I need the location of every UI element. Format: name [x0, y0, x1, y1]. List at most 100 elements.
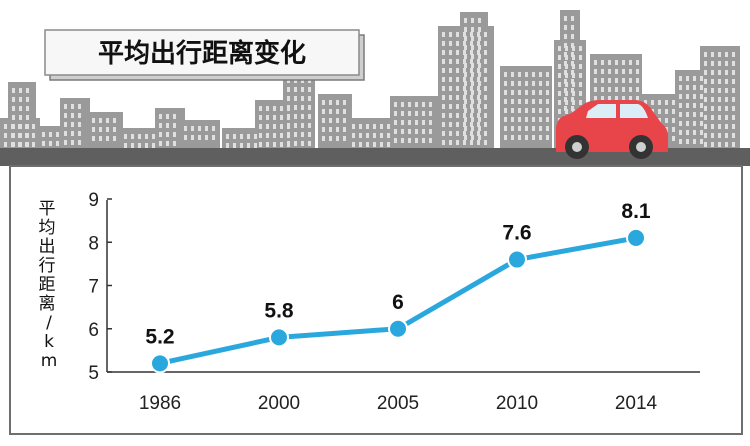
- building-window: [477, 86, 480, 91]
- building-window: [456, 77, 459, 82]
- building-window: [711, 79, 714, 84]
- building-window: [477, 95, 480, 100]
- building-window: [539, 72, 542, 77]
- building-window: [145, 134, 148, 139]
- building-window: [226, 143, 229, 148]
- building-window: [366, 133, 369, 138]
- building-window: [352, 133, 355, 138]
- building-window: [518, 108, 521, 113]
- building-window: [704, 115, 707, 120]
- building-window: [71, 113, 74, 118]
- y-tick-label: 8: [88, 233, 99, 254]
- building-window: [71, 131, 74, 136]
- building-window: [622, 60, 625, 65]
- building-window: [280, 133, 283, 138]
- building-window: [294, 123, 297, 128]
- building-window: [679, 139, 682, 144]
- building-window: [711, 106, 714, 111]
- building-window: [463, 113, 466, 118]
- building-window: [32, 124, 35, 129]
- building-window: [159, 123, 162, 128]
- building-window: [191, 126, 194, 131]
- building-window: [601, 87, 604, 92]
- building-window: [518, 99, 521, 104]
- building-window: [464, 18, 467, 23]
- building-window: [558, 100, 561, 105]
- building-window: [329, 136, 332, 141]
- building-window: [732, 52, 735, 57]
- building-window: [294, 132, 297, 137]
- building-window: [166, 123, 169, 128]
- building-window: [19, 142, 22, 147]
- building-window: [471, 72, 474, 77]
- building-window: [504, 108, 507, 113]
- data-point: [507, 249, 527, 270]
- building-window: [464, 54, 467, 59]
- building-window: [106, 118, 109, 123]
- building-window: [26, 88, 29, 93]
- building-window: [539, 126, 542, 131]
- building-window: [273, 106, 276, 111]
- building-window: [572, 91, 575, 96]
- y-axis-label-char: 行: [39, 256, 56, 276]
- building-window: [471, 63, 474, 68]
- building-window: [725, 142, 728, 147]
- building-window: [456, 113, 459, 118]
- building-window: [511, 126, 514, 131]
- building-window: [718, 70, 721, 75]
- building-window: [484, 41, 487, 46]
- x-tick-label: 2014: [615, 393, 658, 414]
- building-window: [672, 136, 675, 141]
- building-window: [546, 135, 549, 140]
- building-window: [478, 18, 481, 23]
- y-axis-label-char: k: [44, 332, 54, 352]
- building-window: [504, 72, 507, 77]
- building-window: [615, 87, 618, 92]
- building-window: [725, 97, 728, 102]
- building-window: [64, 131, 67, 136]
- building-window: [725, 52, 728, 57]
- building-window: [159, 132, 162, 137]
- building-window: [478, 27, 481, 32]
- building-window: [287, 114, 290, 119]
- building-window: [99, 136, 102, 141]
- building-window: [601, 96, 604, 101]
- building-window: [565, 91, 568, 96]
- building-window: [565, 100, 568, 105]
- building-window: [511, 117, 514, 122]
- building-window: [571, 52, 574, 57]
- building-window: [564, 16, 567, 21]
- building-window: [422, 120, 425, 125]
- building-window: [184, 135, 187, 140]
- x-tick-label: 1986: [139, 393, 181, 414]
- building-window: [470, 86, 473, 91]
- building-window: [152, 143, 155, 148]
- building-window: [273, 142, 276, 147]
- building-window: [415, 120, 418, 125]
- building-window: [394, 102, 397, 107]
- building-window: [422, 129, 425, 134]
- building-window: [173, 141, 176, 146]
- building-window: [484, 131, 487, 136]
- building-window: [106, 136, 109, 141]
- building-window: [463, 95, 466, 100]
- building-window: [373, 142, 376, 147]
- building-window: [546, 126, 549, 131]
- building-window: [287, 87, 290, 92]
- building-window: [442, 50, 445, 55]
- building-window: [442, 68, 445, 73]
- building-window: [401, 129, 404, 134]
- x-tick-label: 2010: [496, 393, 538, 414]
- building-window: [558, 64, 561, 69]
- building-window: [478, 81, 481, 86]
- building-window: [259, 142, 262, 147]
- building-window: [343, 100, 346, 105]
- data-label: 7.6: [502, 222, 531, 245]
- building-window: [525, 126, 528, 131]
- building-window: [329, 100, 332, 105]
- building-window: [463, 77, 466, 82]
- building-window: [456, 50, 459, 55]
- building-window: [442, 104, 445, 109]
- building-window: [565, 46, 568, 51]
- building-window: [658, 109, 661, 114]
